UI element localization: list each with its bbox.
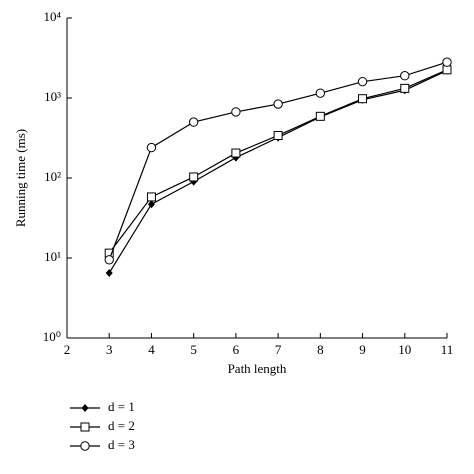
x-tick-label: 7 — [275, 342, 282, 357]
marker — [81, 404, 89, 412]
marker — [80, 441, 90, 451]
marker — [273, 99, 283, 109]
y-tick-label: 10⁴ — [43, 9, 61, 24]
legend-label: d = 1 — [108, 399, 135, 414]
marker — [442, 65, 452, 75]
marker — [188, 117, 199, 127]
marker — [189, 172, 199, 182]
marker — [442, 57, 452, 67]
marker — [231, 107, 241, 117]
marker — [104, 255, 114, 265]
x-tick-label: 4 — [148, 342, 155, 357]
y-tick-label: 10³ — [44, 89, 61, 104]
x-tick-label: 8 — [317, 342, 324, 357]
x-tick-label: 5 — [190, 342, 197, 357]
y-tick-label: 10² — [44, 169, 61, 184]
marker — [231, 148, 241, 158]
y-tick-label: 10¹ — [44, 249, 61, 264]
legend-label: d = 3 — [108, 437, 135, 452]
marker — [146, 142, 157, 153]
marker — [357, 76, 368, 87]
x-tick-label: 9 — [359, 342, 366, 357]
x-tick-label: 10 — [398, 342, 411, 357]
marker — [273, 130, 283, 140]
legend-label: d = 2 — [108, 418, 135, 433]
x-tick-label: 11 — [441, 342, 454, 357]
marker — [315, 111, 325, 121]
marker — [80, 422, 90, 432]
x-axis-label: Path length — [228, 361, 287, 376]
marker — [105, 268, 113, 277]
series-line — [108, 69, 448, 254]
marker — [358, 94, 368, 104]
y-axis-label: Running time (ms) — [13, 129, 28, 227]
marker — [400, 83, 410, 93]
marker — [147, 200, 155, 209]
x-tick-label: 2 — [64, 342, 71, 357]
marker — [400, 70, 410, 81]
marker — [315, 88, 326, 98]
marker — [146, 192, 156, 202]
x-tick-label: 6 — [233, 342, 240, 357]
x-tick-label: 3 — [106, 342, 113, 357]
y-tick-label: 10⁰ — [43, 329, 61, 344]
